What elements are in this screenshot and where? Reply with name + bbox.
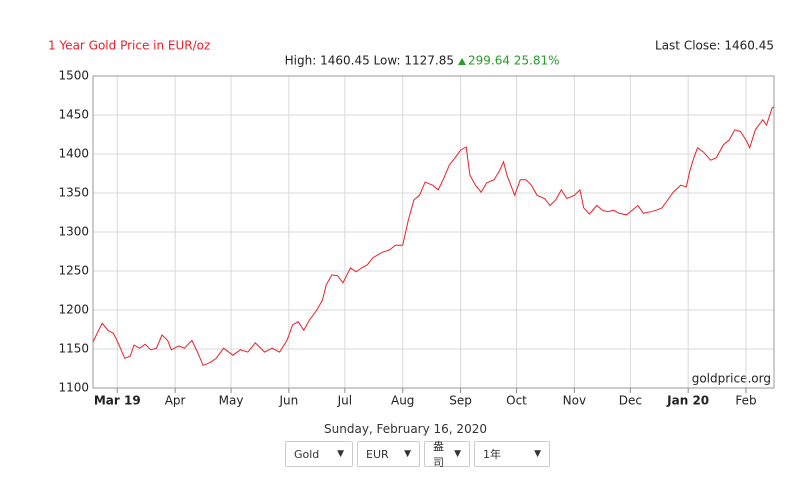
price-line [92, 106, 775, 367]
dropdown[interactable]: Gold ▼ [285, 441, 353, 467]
x-tick-label: Apr [165, 394, 186, 408]
y-tick-label: 1200 [58, 303, 89, 317]
x-tick-label: May [219, 394, 244, 408]
controls: Gold ▼ EUR ▼ 盎司 ▼ 1年 ▼ [285, 440, 550, 469]
high-low: High: 1460.45 Low: 1127.85 [285, 54, 454, 68]
x-tick-label: Jan 20 [666, 394, 709, 408]
y-tick-label: 1500 [58, 69, 89, 83]
x-tick-label: Jul [337, 394, 352, 408]
dropdown-arrow: ▼ [337, 449, 344, 459]
x-tick-label: Mar 19 [94, 394, 141, 408]
y-tick-label: 1350 [58, 186, 89, 200]
x-tick-label: Jun [279, 394, 299, 408]
watermark: goldprice.org [692, 372, 771, 386]
y-tick-label: 1250 [58, 264, 89, 278]
y-tick-label: 1450 [58, 108, 89, 122]
dropdown-label: Gold [294, 447, 320, 461]
dropdown-label: 盎司 [433, 440, 444, 469]
dropdown[interactable]: 盎司 ▼ [424, 440, 470, 469]
dropdown-arrow: ▼ [404, 449, 411, 459]
x-tick-label: Oct [506, 394, 527, 408]
dropdown-label: 1年 [483, 448, 501, 461]
x-tick-label: Dec [619, 394, 642, 408]
y-tick-label: 1400 [58, 147, 89, 161]
up-arrow [458, 58, 466, 65]
grid [93, 75, 774, 389]
chart-title: 1 Year Gold Price in EUR/oz [48, 39, 210, 53]
x-tick-label: Aug [391, 394, 414, 408]
dropdown-arrow: ▼ [454, 449, 461, 459]
y-tick-label: 1100 [58, 381, 89, 395]
x-tick-label: Feb [735, 394, 756, 408]
x-tick-label: Sep [449, 394, 472, 408]
change: 299.64 25.81% [468, 54, 560, 68]
plot-border [92, 75, 775, 389]
dropdown[interactable]: EUR ▼ [357, 441, 420, 467]
chart: 1 Year Gold Price in EUR/oz Last Close: … [48, 39, 775, 408]
date: Sunday, February 16, 2020 [324, 422, 487, 436]
y-tick-label: 1300 [58, 225, 89, 239]
dropdown-arrow: ▼ [534, 449, 541, 459]
last-close: Last Close: 1460.45 [655, 39, 774, 53]
dropdown[interactable]: 1年 ▼ [474, 441, 550, 467]
y-tick-label: 1150 [58, 342, 89, 356]
dropdown-label: EUR [366, 447, 389, 461]
x-tick-label: Nov [563, 394, 586, 408]
